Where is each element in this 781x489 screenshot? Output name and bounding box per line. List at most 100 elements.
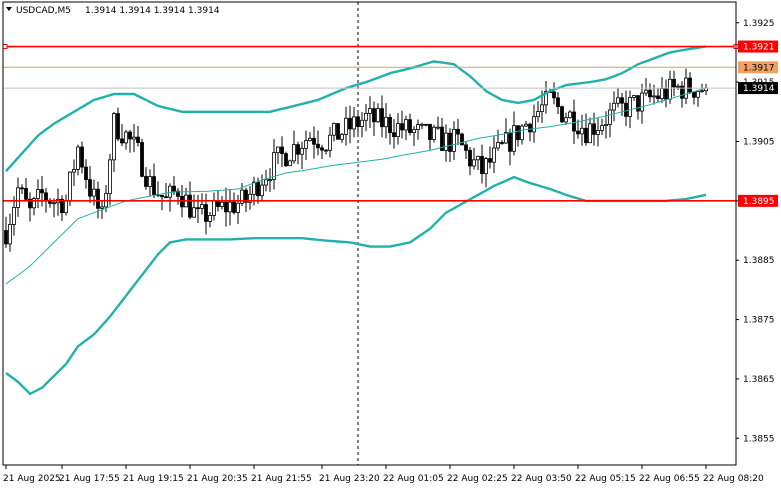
candle[interactable]: [4, 216, 8, 249]
candle[interactable]: [228, 189, 232, 226]
candle[interactable]: [368, 96, 372, 129]
candle[interactable]: [348, 105, 352, 144]
candle[interactable]: [488, 146, 492, 169]
candle[interactable]: [136, 125, 140, 147]
candle[interactable]: [160, 194, 164, 211]
candle[interactable]: [208, 211, 212, 228]
candle[interactable]: [612, 91, 616, 122]
candle[interactable]: [624, 90, 628, 127]
candle[interactable]: [496, 129, 500, 151]
candle[interactable]: [80, 141, 84, 174]
candle[interactable]: [272, 139, 276, 190]
candle[interactable]: [576, 119, 580, 139]
candle[interactable]: [268, 168, 272, 192]
candle[interactable]: [564, 112, 568, 125]
candle[interactable]: [192, 194, 196, 218]
plot-area[interactable]: [4, 68, 708, 252]
candle[interactable]: [500, 140, 504, 145]
candle[interactable]: [696, 90, 700, 107]
candle[interactable]: [476, 155, 480, 171]
candle[interactable]: [544, 80, 548, 114]
candle[interactable]: [440, 117, 444, 151]
candle[interactable]: [664, 79, 668, 108]
candle[interactable]: [560, 105, 564, 124]
candle[interactable]: [312, 126, 316, 159]
candle[interactable]: [296, 141, 300, 165]
candle[interactable]: [384, 103, 388, 139]
candle[interactable]: [372, 101, 376, 136]
candle[interactable]: [264, 169, 268, 192]
candle[interactable]: [320, 144, 324, 160]
candle[interactable]: [232, 192, 236, 215]
candle[interactable]: [608, 102, 612, 138]
candle[interactable]: [344, 106, 348, 146]
price-levels[interactable]: [2, 44, 739, 202]
candle[interactable]: [528, 122, 532, 142]
candle[interactable]: [468, 147, 472, 176]
candle[interactable]: [32, 196, 36, 216]
candle[interactable]: [168, 183, 172, 212]
candle[interactable]: [72, 159, 76, 186]
candle[interactable]: [680, 81, 684, 108]
candle[interactable]: [84, 159, 88, 189]
candle[interactable]: [12, 196, 16, 236]
candle[interactable]: [336, 123, 340, 140]
candle[interactable]: [588, 117, 592, 144]
candle[interactable]: [280, 136, 284, 167]
candle[interactable]: [108, 154, 112, 206]
candle[interactable]: [460, 132, 464, 146]
candle[interactable]: [424, 123, 428, 127]
candle[interactable]: [220, 195, 224, 210]
candle[interactable]: [352, 107, 356, 138]
candle[interactable]: [404, 115, 408, 141]
candle[interactable]: [364, 103, 368, 132]
candle[interactable]: [328, 126, 332, 158]
candle[interactable]: [300, 141, 304, 169]
candle[interactable]: [148, 169, 152, 197]
candle[interactable]: [524, 120, 528, 127]
candle[interactable]: [648, 83, 652, 103]
candle[interactable]: [464, 141, 468, 159]
candle[interactable]: [116, 107, 120, 142]
candle[interactable]: [60, 195, 64, 221]
candle[interactable]: [128, 129, 132, 153]
candle[interactable]: [596, 117, 600, 147]
candle[interactable]: [124, 129, 128, 150]
candle[interactable]: [568, 110, 572, 119]
candle[interactable]: [400, 110, 404, 139]
candle[interactable]: [140, 138, 144, 178]
candle[interactable]: [360, 111, 364, 138]
symbol-dropdown-icon[interactable]: [6, 7, 12, 11]
candle[interactable]: [236, 195, 240, 224]
candle[interactable]: [284, 151, 288, 167]
candle[interactable]: [532, 104, 536, 143]
candle[interactable]: [584, 113, 588, 146]
candle[interactable]: [472, 147, 476, 170]
candle[interactable]: [244, 187, 248, 213]
candle[interactable]: [536, 101, 540, 123]
candle[interactable]: [656, 88, 660, 103]
candle[interactable]: [452, 121, 456, 161]
candle[interactable]: [520, 123, 524, 145]
candle[interactable]: [672, 70, 676, 97]
candle[interactable]: [376, 103, 380, 123]
candle[interactable]: [572, 99, 576, 144]
candle[interactable]: [276, 146, 280, 164]
candle[interactable]: [396, 113, 400, 145]
candle[interactable]: [200, 193, 204, 215]
candle[interactable]: [480, 144, 484, 184]
candle[interactable]: [308, 132, 312, 142]
candle[interactable]: [144, 167, 148, 190]
candle[interactable]: [340, 132, 344, 143]
candle[interactable]: [292, 130, 296, 164]
candle[interactable]: [164, 183, 168, 199]
candle[interactable]: [616, 87, 620, 108]
candle[interactable]: [24, 178, 28, 201]
candle[interactable]: [132, 123, 136, 153]
candle[interactable]: [484, 157, 488, 188]
candle[interactable]: [632, 94, 636, 101]
candle[interactable]: [28, 192, 32, 222]
candle[interactable]: [316, 130, 320, 156]
candle[interactable]: [196, 194, 200, 224]
